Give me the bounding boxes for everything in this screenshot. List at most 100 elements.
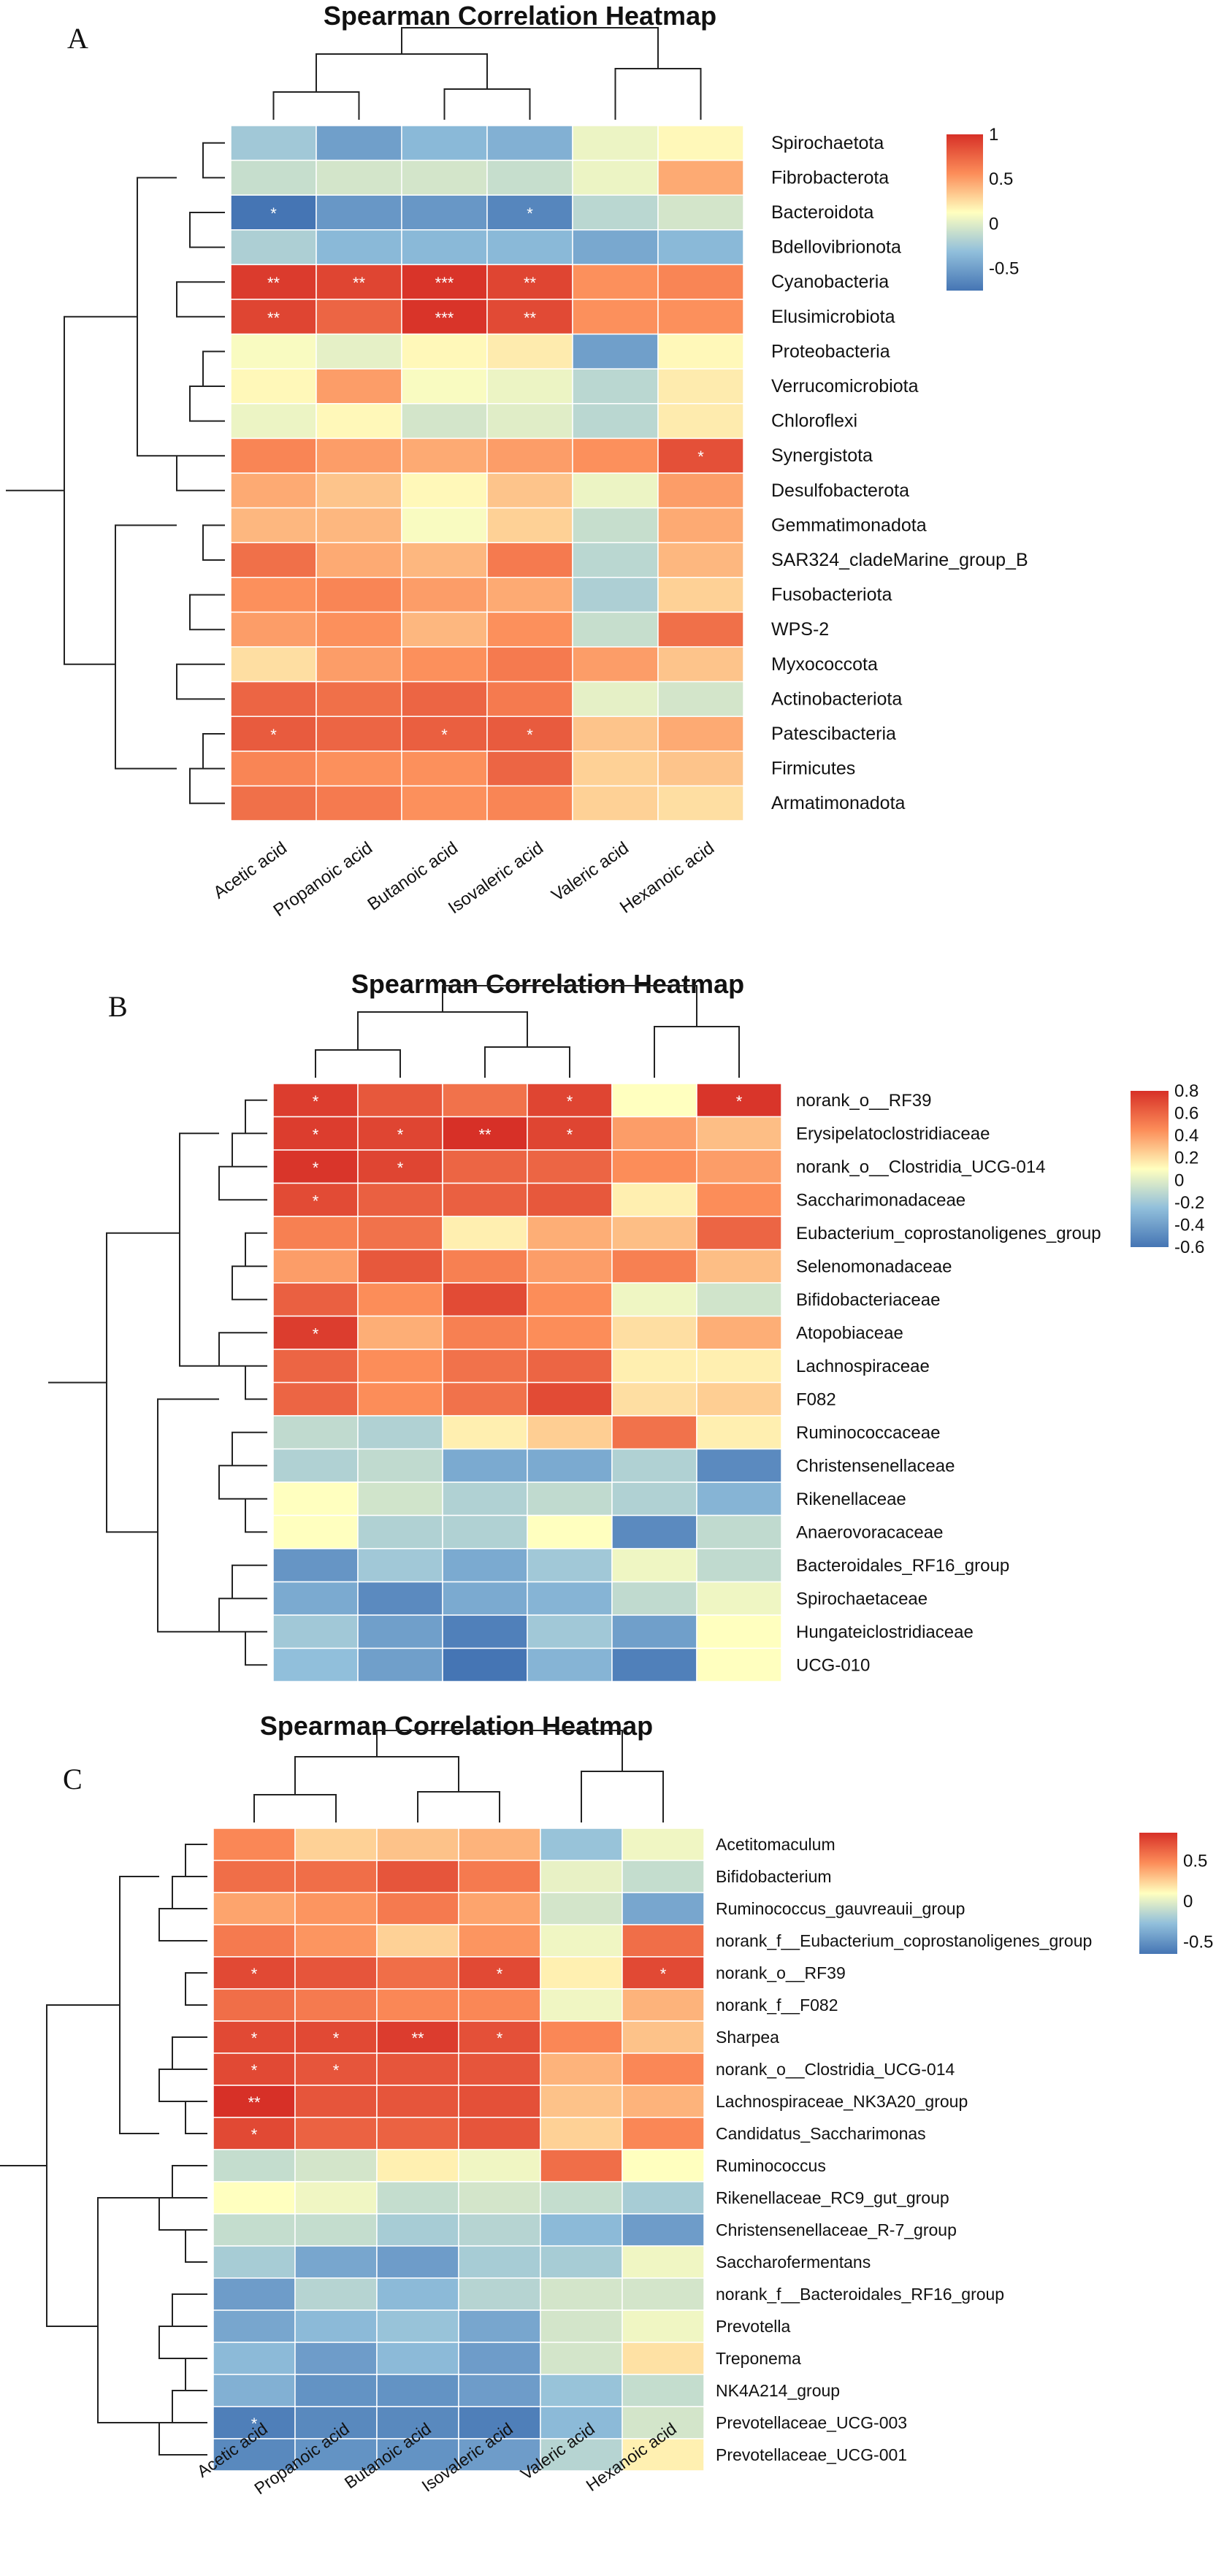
row-label: Cyanobacteria [771, 272, 889, 292]
heatmap-cell [657, 681, 744, 717]
heatmap-cell [357, 1381, 443, 1417]
heatmap-cell [458, 2117, 541, 2150]
heatmap-cell [527, 1514, 613, 1549]
row-label: Candidatus_Saccharimonas [716, 2124, 926, 2143]
heatmap-cell [442, 1083, 528, 1118]
heatmap-cell [486, 542, 573, 578]
dendrograms [0, 1730, 664, 2456]
heatmap-cell [230, 125, 317, 161]
significance-star: * [313, 1125, 319, 1143]
heatmap-cell [622, 1860, 705, 1893]
heatmap-cell [401, 472, 488, 509]
color-scale-tick-label: -0.6 [1174, 1238, 1204, 1257]
heatmap-cell [540, 1956, 623, 1990]
heatmap-cell [316, 681, 402, 717]
heatmap-cell [376, 2213, 459, 2247]
heatmap-cell [272, 1381, 359, 1417]
heatmap-cell [458, 2406, 541, 2439]
significance-star: * [497, 2029, 503, 2047]
color-scale-tick-label: 0.2 [1174, 1149, 1198, 1168]
row-label: norank_f__Bacteroidales_RF16_group [716, 2285, 1004, 2304]
row-label: Lachnospiraceae [796, 1357, 930, 1376]
heatmap-cell [622, 2052, 705, 2086]
heatmap-cell [540, 1892, 623, 1925]
heatmap-cell [611, 1647, 697, 1682]
row-label: F082 [796, 1389, 836, 1409]
significance-star: * [567, 1092, 573, 1111]
heatmap-panel-c: C Spearman Correlation Heatmap * * ** * ** **… [0, 1711, 1213, 2498]
color-scale-ticks: 0.5 0 -0.5 [1183, 1852, 1213, 1952]
heatmap-cell [316, 646, 402, 683]
heatmap-cell [376, 2342, 459, 2375]
row-label: norank_o__RF39 [716, 1963, 846, 1982]
heatmap-cell [357, 1581, 443, 1616]
heatmap-cell [230, 159, 317, 196]
row-label: Gemmatimonadota [771, 515, 927, 535]
heatmap-cell [540, 1828, 623, 1861]
heatmap-cell [540, 2052, 623, 2086]
significance-star: * [313, 1325, 319, 1343]
heatmap-cell [401, 229, 488, 266]
heatmap-cell [657, 611, 744, 648]
heatmap-cell [486, 264, 573, 300]
significance-star: * [251, 1965, 258, 1983]
heatmap-cell [376, 1924, 459, 1958]
heatmap-cell [572, 368, 659, 405]
heatmap-cell [294, 2213, 378, 2247]
heatmap-cell [540, 2213, 623, 2247]
heatmap-cell [572, 125, 659, 161]
heatmap-cell [611, 1448, 697, 1483]
heatmap-cell [486, 507, 573, 543]
heatmap-cell [401, 368, 488, 405]
heatmap-cell [622, 2149, 705, 2182]
significance-star: * [697, 448, 704, 466]
row-label: Erysipelatoclostridiaceae [796, 1124, 990, 1143]
heatmap-cell [294, 2020, 378, 2054]
heatmap-cell [611, 1614, 697, 1649]
row-label: Ruminococcus [716, 2156, 826, 2175]
heatmap-cell [357, 1481, 443, 1517]
heatmap-cell [622, 2213, 705, 2247]
column-dendrogram [253, 1730, 664, 1822]
column-dendrogram [315, 985, 740, 1078]
row-label: Firmicutes [771, 759, 855, 779]
heatmap-cell [527, 1448, 613, 1483]
heatmap-cell [611, 1282, 697, 1317]
heatmap-cell [316, 368, 402, 405]
heatmap-cell [272, 1448, 359, 1483]
heatmap-cell [376, 1988, 459, 2022]
heatmap-cell [486, 611, 573, 648]
heatmap-cell [316, 403, 402, 440]
heatmap-cell [622, 2181, 705, 2215]
heatmap-cell [213, 1860, 296, 1893]
heatmap-cell [458, 2342, 541, 2375]
color-scale-tick-label: 0 [989, 214, 998, 234]
heatmap-cell [696, 1216, 782, 1251]
heatmap-cell [294, 2117, 378, 2150]
heatmap-cell [442, 1116, 528, 1151]
color-scale-tick-label: -0.5 [989, 258, 1019, 278]
heatmap-cell [213, 2374, 296, 2407]
heatmap-cell [611, 1249, 697, 1284]
heatmap-cell [230, 681, 317, 717]
heatmap-cell [213, 2020, 296, 2054]
heatmap-cell [442, 1282, 528, 1317]
heatmap-cell [294, 1828, 378, 1861]
heatmap-cell [376, 2438, 459, 2472]
heatmap-cell [572, 437, 659, 474]
heatmap-cell [540, 2245, 623, 2279]
heatmap-cell [357, 1315, 443, 1350]
significance-star: * [313, 1159, 319, 1177]
significance-star: * [270, 204, 277, 223]
heatmap-cell [230, 194, 317, 231]
heatmap-cell [622, 1988, 705, 2022]
row-label: Anaerovoracaceae [796, 1522, 943, 1542]
heatmap-cell [540, 2309, 623, 2343]
heatmap-cell [622, 1892, 705, 1925]
heatmap-cell [213, 2149, 296, 2182]
row-label: SAR324_cladeMarine_group_B [771, 550, 1028, 570]
heatmap-panel-a: A Spearman Correlation Heatmap * *** ** ***… [6, 1, 1028, 921]
color-scale-legend: 0.8 0.60.4 0.2 0 -0.2-0.4 -0.6 [1131, 1081, 1204, 1257]
